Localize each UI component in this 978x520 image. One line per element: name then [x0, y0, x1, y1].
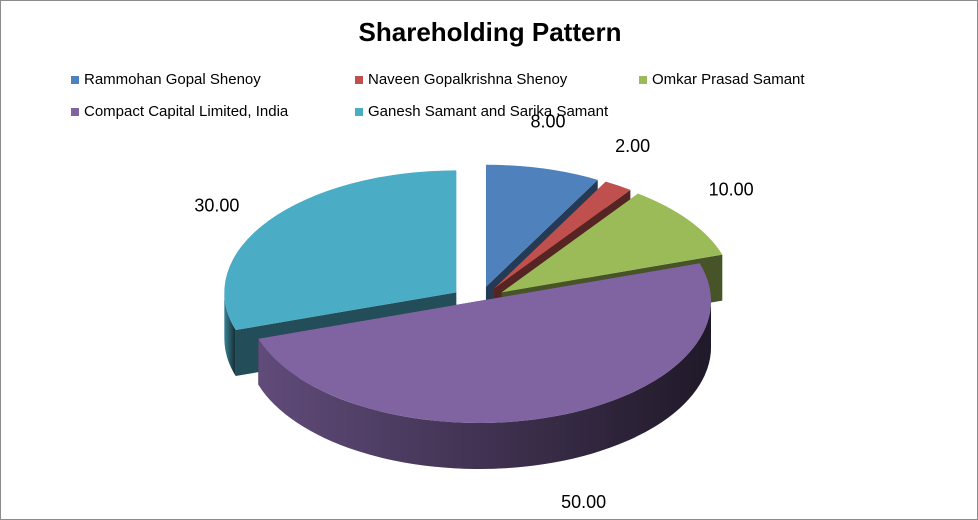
chart-title: Shareholding Pattern [358, 17, 622, 47]
pie-slice-wall-shade [258, 301, 711, 469]
legend-label: Omkar Prasad Samant [652, 71, 805, 88]
data-label-0: 8.00 [531, 111, 566, 131]
pie-slice-2 [501, 193, 723, 293]
legend-swatch-green [639, 75, 647, 84]
legend-label: Rammohan Gopal Shenoy [84, 71, 261, 88]
legend-item-naveen: Naveen Gopalkrishna Shenoy [355, 71, 567, 88]
data-label-3: 50.00 [561, 492, 606, 512]
legend-item-compact: Compact Capital Limited, India [71, 103, 288, 120]
legend-swatch-teal [355, 107, 363, 116]
pie-slice-1 [494, 181, 631, 289]
legend-swatch-red [355, 75, 363, 84]
legend-item-ganesh: Ganesh Samant and Sarika Samant [355, 103, 608, 120]
data-label-1: 2.00 [615, 136, 650, 156]
pie-slice-wall-shade [224, 292, 236, 377]
data-label-4: 30.00 [194, 196, 239, 216]
data-label-2: 10.00 [709, 180, 754, 200]
pie-slice-4 [224, 170, 457, 331]
legend-swatch-blue [71, 75, 79, 84]
pie-slice-3 [258, 263, 711, 423]
legend-item-omkar: Omkar Prasad Samant [639, 71, 805, 88]
legend-label: Compact Capital Limited, India [84, 103, 289, 120]
legend-label: Naveen Gopalkrishna Shenoy [368, 71, 568, 88]
legend-swatch-purple [71, 107, 79, 116]
legend-label: Ganesh Samant and Sarika Samant [368, 103, 609, 120]
pie-slice-0 [485, 164, 598, 287]
legend-item-rammohan: Rammohan Gopal Shenoy [71, 71, 261, 88]
